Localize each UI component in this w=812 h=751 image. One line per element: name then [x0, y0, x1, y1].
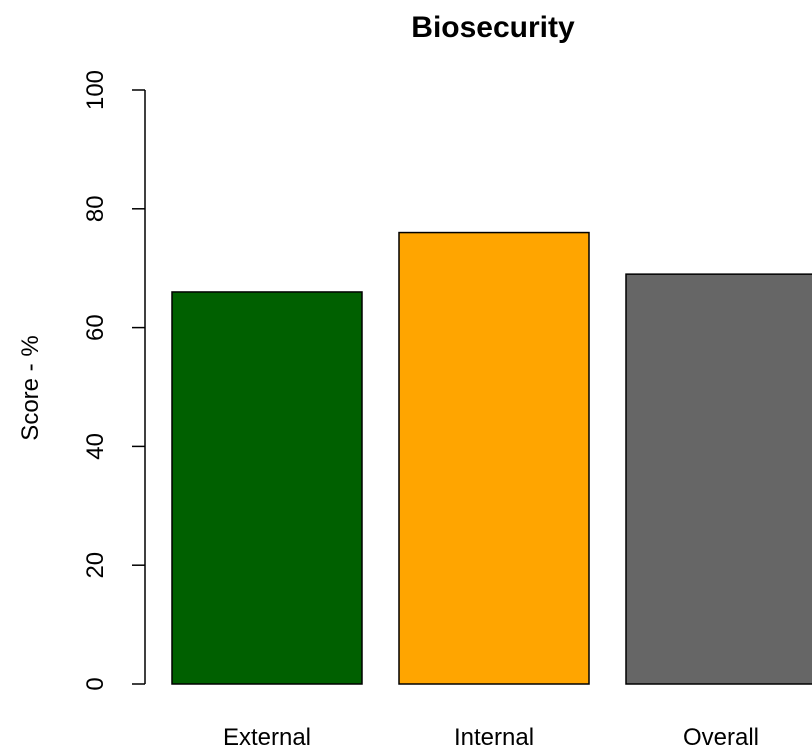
- y-tick-label: 60: [82, 314, 109, 341]
- x-axis-labels: External Internal Overall: [223, 724, 759, 751]
- y-axis-title: Score - %: [17, 335, 44, 440]
- y-tick-label: 20: [82, 552, 109, 579]
- y-tick-label: 40: [82, 433, 109, 460]
- x-category-label: Overall: [683, 724, 759, 751]
- bar-overall: [625, 273, 812, 685]
- bars-group: [171, 231, 812, 685]
- y-tick-label: 80: [82, 195, 109, 222]
- x-category-label: External: [223, 724, 311, 751]
- y-tick-label: 0: [82, 677, 109, 690]
- y-axis: 0 20 40 60 80 100: [82, 70, 146, 691]
- x-category-label: Internal: [454, 724, 534, 751]
- bar-external: [171, 291, 363, 685]
- bar-internal: [398, 231, 590, 685]
- y-tick-label: 100: [82, 70, 109, 110]
- chart-title: Biosecurity: [411, 11, 575, 44]
